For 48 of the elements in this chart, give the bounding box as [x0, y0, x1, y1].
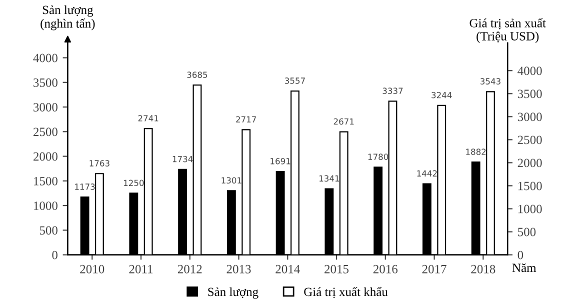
data-label: 2717	[236, 116, 256, 122]
y-tick-label: 3000	[34, 103, 58, 112]
data-label: 1882	[466, 148, 486, 155]
data-label: 3557	[285, 78, 305, 84]
x-tick-label: 2016	[373, 264, 398, 274]
y-tick-label: 2500	[34, 128, 58, 136]
data-label: 1173	[75, 184, 95, 190]
y2-tick-label: 2500	[518, 136, 542, 144]
y2-tick-label: 1000	[518, 204, 542, 214]
data-label: 3543	[480, 78, 500, 84]
y2-tick-label: 500	[518, 228, 536, 236]
data-label: 1763	[90, 160, 110, 166]
data-label: 3244	[432, 92, 452, 98]
legend-label: Giá trị xuất khẩu	[304, 286, 388, 298]
x-tick-label: 2013	[226, 264, 251, 274]
y-tick-label: 1500	[34, 176, 58, 186]
y-tick-label: 500	[40, 226, 58, 235]
x-tick-label: 2017	[422, 264, 446, 274]
data-label: 3337	[382, 88, 403, 94]
y2-tick-label: 2000	[518, 158, 542, 168]
y-tick-label: 1000	[34, 202, 58, 210]
x-tick-label: 2012	[178, 264, 202, 274]
y-axis-title: Sản lượng (nghìn tấn)	[40, 5, 95, 30]
y2-tick-label: 3500	[518, 90, 542, 98]
data-label: 1691	[270, 158, 290, 164]
data-label: 1442	[417, 170, 437, 176]
y2-tick-label: 1500	[518, 182, 542, 190]
y-tick-label: 4000	[33, 54, 58, 62]
x-tick-label: 2018	[471, 264, 496, 274]
y2-axis-title: Giá trị sản xuất (Triệu USD)	[470, 18, 546, 43]
data-label: 2671	[334, 118, 354, 125]
data-label: 2741	[138, 115, 158, 122]
data-label: 1301	[222, 177, 242, 184]
y2-tick-label: 4000	[518, 66, 542, 76]
data-label: 3685	[187, 72, 208, 78]
y2-tick-label: 0	[518, 250, 524, 260]
x-tick-label: 2011	[129, 264, 153, 274]
x-tick-label: 2014	[276, 264, 300, 274]
x-axis-title: Năm	[512, 263, 536, 272]
x-tick-label: 2010	[80, 264, 104, 274]
data-label: 1250	[124, 180, 144, 186]
y-tick-label: 2000	[34, 152, 58, 161]
x-tick-label: 2015	[324, 264, 349, 274]
legend-label: Sản lượng	[208, 287, 258, 299]
y-tick-label: 0	[52, 250, 58, 260]
data-label: 1341	[320, 175, 340, 182]
y-tick-label: 3500	[34, 78, 58, 87]
y2-tick-label: 3000	[518, 112, 542, 122]
